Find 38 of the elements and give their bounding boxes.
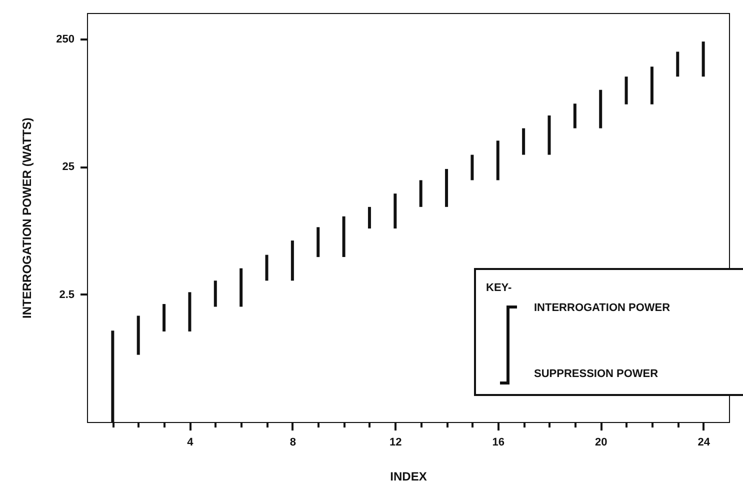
y-tick-label: 2.5 bbox=[59, 288, 74, 301]
bar bbox=[162, 304, 166, 332]
x-tick-label: 12 bbox=[390, 436, 402, 448]
bar bbox=[419, 180, 422, 207]
bar bbox=[265, 254, 268, 281]
bar bbox=[368, 206, 371, 228]
bar bbox=[624, 76, 628, 104]
bar bbox=[445, 168, 448, 207]
bar bbox=[573, 104, 576, 128]
x-axis-title: INDEX bbox=[390, 470, 427, 484]
bar bbox=[496, 140, 500, 180]
y-axis-title: INTERROGATION POWER (WATTS) bbox=[20, 118, 34, 318]
bar bbox=[316, 227, 320, 258]
x-tick-label: 24 bbox=[698, 436, 711, 448]
annotation: SUPPRESSION POWER bbox=[534, 368, 658, 380]
bar bbox=[702, 42, 705, 77]
bar bbox=[470, 154, 474, 180]
y-tick-label: 25 bbox=[62, 161, 74, 174]
bar bbox=[522, 128, 526, 155]
bar bbox=[676, 52, 680, 77]
bar bbox=[136, 316, 140, 355]
x-tick-label: 4 bbox=[187, 436, 194, 448]
bar bbox=[240, 268, 243, 307]
annotation: INTERROGATION POWER bbox=[534, 302, 670, 314]
annotation: KEY- bbox=[486, 282, 512, 294]
x-tick-label: 8 bbox=[290, 436, 296, 448]
x-tick-label: 16 bbox=[492, 436, 505, 448]
bar bbox=[342, 216, 346, 258]
key-panel: KEY- INTERROGATION POWER SUPPRESSION POWER bbox=[474, 268, 743, 396]
bar bbox=[548, 115, 551, 155]
x-tick-label: 20 bbox=[594, 436, 608, 448]
bar bbox=[650, 66, 654, 104]
y-tick-label: 250 bbox=[56, 34, 74, 46]
bar bbox=[599, 90, 602, 128]
bar bbox=[394, 194, 397, 228]
bar bbox=[214, 280, 217, 307]
bar bbox=[290, 240, 294, 281]
bar bbox=[188, 292, 192, 332]
